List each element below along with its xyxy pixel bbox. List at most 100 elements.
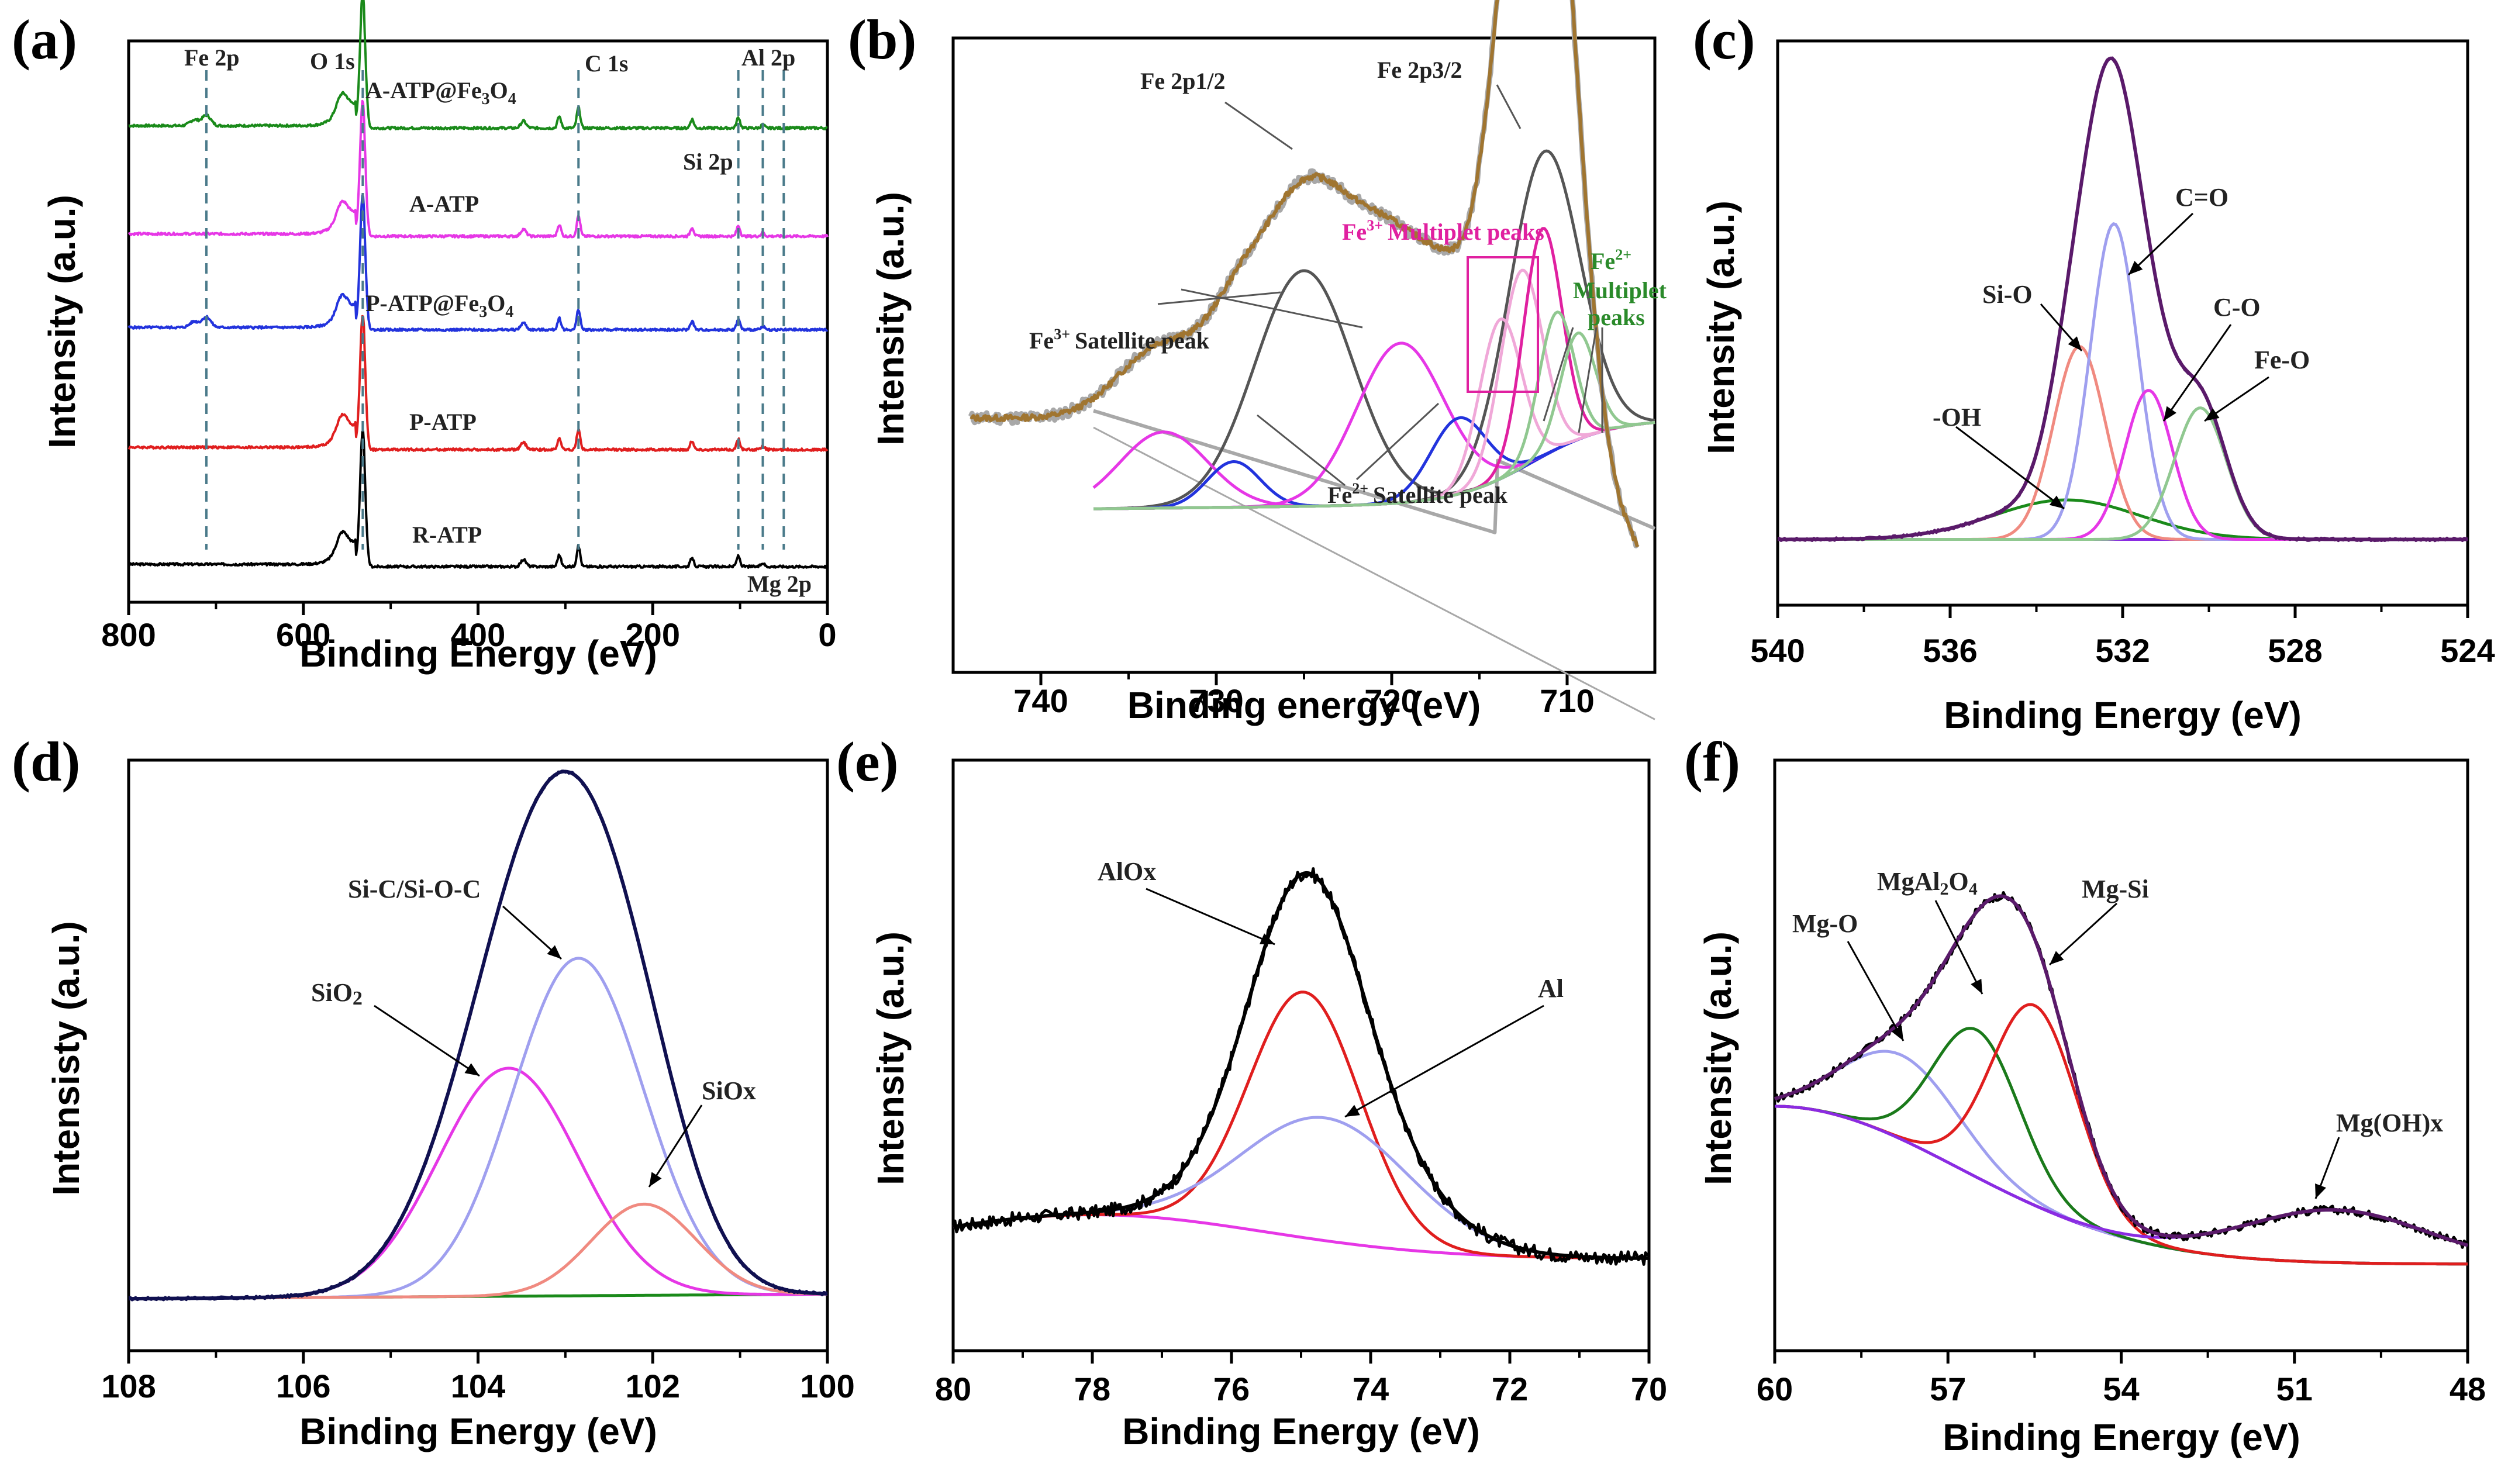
- panel-d-ylabel: Intensisty (a.u.): [45, 921, 87, 1195]
- component-fe3-multiplet-2: [1093, 268, 1655, 510]
- panel-f-ylabel: Intensity (a.u.): [1697, 931, 1739, 1185]
- label-fe2p12: Fe 2p1/2: [1140, 68, 1226, 94]
- annotation-arrow: [1847, 941, 1905, 1041]
- annotation-arrowhead: [2205, 408, 2220, 421]
- survey-line-p-atp-fe3o4: [127, 194, 829, 332]
- label-mg-oh: Mg(OH)x: [2336, 1109, 2443, 1137]
- label-mg2p: Mg 2p: [747, 571, 812, 597]
- x-tick-label: 720: [1364, 682, 1419, 719]
- annotation-arrow: [648, 1105, 703, 1188]
- x-tick-label: 536: [1923, 632, 1977, 669]
- x-tick-label: 78: [1074, 1371, 1110, 1407]
- annotation-arrowhead: [2315, 1183, 2326, 1199]
- panel-e-label: (e): [836, 730, 899, 793]
- annotation-arrow: [1181, 288, 1363, 329]
- x-tick-label: 57: [1930, 1371, 1966, 1407]
- x-tick-label: 72: [1492, 1371, 1528, 1407]
- component-mgal2o4: [1775, 1027, 2468, 1266]
- label-mg-o: Mg-O: [1792, 909, 1858, 938]
- shirley-background: [1093, 409, 1656, 534]
- panel-d-ticks: 108 106 104 102 100: [101, 1351, 855, 1404]
- component-fe2-multiplet-2: [1093, 332, 1655, 510]
- label-o1s: O 1s: [310, 48, 355, 74]
- panel-a-curves: [127, 0, 829, 569]
- annotation-arrowhead: [1260, 933, 1275, 944]
- annotation-arrow: [2127, 212, 2194, 276]
- panel-f-label: (f): [1684, 730, 1740, 793]
- x-tick-label: 76: [1213, 1371, 1250, 1407]
- label-sio2: SiO2: [311, 978, 363, 1009]
- x-tick-label: 108: [101, 1368, 156, 1404]
- panel-d-curves: [128, 769, 828, 1302]
- panel-f: (f) 60 57 54 51 48 Binding Energy (eV) Inten…: [1684, 730, 2486, 1458]
- panel-c-xlabel: Binding Energy (eV): [1944, 694, 2302, 736]
- panel-c-ylabel: Intensity (a.u.): [1700, 201, 1742, 454]
- x-tick-label: 80: [935, 1371, 971, 1407]
- annotation-arrowhead: [2068, 336, 2082, 351]
- panel-a-xlabel: Binding Energy (eV): [299, 633, 657, 675]
- x-tick-label: 51: [2276, 1371, 2313, 1407]
- label-fe2-multiplet-peaks: peaks: [1588, 304, 1645, 330]
- survey-line-a-atp-fe3o4: [128, 0, 828, 130]
- x-tick-label: 102: [626, 1368, 680, 1404]
- fit-envelope-line: [129, 769, 827, 1301]
- annotation-arrow: [2162, 324, 2232, 422]
- x-tick-label: 524: [2440, 632, 2495, 669]
- x-tick-label: 74: [1353, 1371, 1389, 1407]
- panel-b-xlabel: Binding energy (eV): [1127, 684, 1481, 726]
- panel-f-ticks: 60 57 54 51 48: [1757, 1351, 2486, 1407]
- x-tick-label: 740: [1013, 682, 1068, 719]
- label-al2p: Al 2p: [741, 44, 795, 71]
- label-p-atp: P-ATP: [409, 409, 477, 435]
- panel-e-frame: [951, 758, 1651, 1352]
- annotation-arrowhead: [2164, 406, 2176, 421]
- panel-d-label: (d): [12, 730, 80, 793]
- component-si-c-si-o-c: [129, 957, 828, 1300]
- fit-envelope-line: [1777, 56, 2468, 541]
- label-mg-si: Mg-Si: [2082, 875, 2149, 903]
- annotation-arrowhead: [1345, 1105, 1360, 1117]
- annotation-arrow: [1355, 402, 1440, 481]
- panel-c-label: (c): [1693, 8, 1755, 71]
- panel-b-frame: [951, 36, 1657, 674]
- label-fe2p32: Fe 2p3/2: [1377, 57, 1462, 83]
- x-tick-label: 532: [2095, 632, 2150, 669]
- label-c-dbl-o: C=O: [2175, 183, 2228, 212]
- label-si2p: Si 2p: [683, 149, 733, 175]
- label-fe2p: Fe 2p: [184, 44, 239, 71]
- annotation-arrow: [1146, 888, 1275, 945]
- annotation-arrow: [1224, 101, 1293, 150]
- x-tick-label: 730: [1189, 682, 1243, 719]
- panel-f-curves: [1774, 891, 2468, 1266]
- panel-d: (d) 108 106 104 102 100 Binding Energy (eV) …: [12, 730, 855, 1452]
- annotation-arrowhead: [649, 1172, 662, 1187]
- annotation-arrow: [1934, 900, 1983, 995]
- label-mgal2o4: MgAl2O4: [1877, 867, 1978, 899]
- label-p-atp-fe3o4: P-ATP@Fe3O4: [365, 290, 513, 321]
- component--oh: [1778, 498, 2468, 541]
- panel-e-curves: [953, 867, 1650, 1266]
- x-tick-label: 104: [451, 1368, 505, 1404]
- panel-c-ticks: 540 536 532 528 524: [1750, 605, 2495, 669]
- annotation-arrow: [374, 1005, 480, 1077]
- label-fe2-multiplet: Fe2+: [1591, 246, 1631, 274]
- x-tick-label: 54: [2103, 1371, 2139, 1407]
- x-tick-label: 48: [2450, 1371, 2486, 1407]
- component-fe-o: [1778, 406, 2468, 541]
- x-tick-label: 400: [451, 616, 505, 653]
- annotation-arrowhead: [1971, 979, 1982, 994]
- panel-b-curves: [968, 0, 1656, 720]
- panel-e-xlabel: Binding Energy (eV): [1122, 1410, 1480, 1452]
- background-line-upper: [1093, 426, 1655, 720]
- panel-b-ticks: 740 730 720 710: [1013, 672, 1595, 719]
- x-tick-label: 600: [276, 616, 330, 653]
- survey-line-p-atp: [127, 315, 829, 452]
- panel-b-ylabel: Intensity (a.u.): [870, 192, 912, 446]
- x-tick-label: 0: [818, 616, 836, 653]
- annotation-arrowhead: [2050, 951, 2064, 965]
- panel-f-xlabel: Binding Energy (eV): [1943, 1416, 2300, 1458]
- fit-envelope-line: [953, 871, 1649, 1260]
- fit-envelope-line: [970, 0, 1639, 548]
- label-si-c: Si-C/Si-O-C: [348, 875, 481, 903]
- annotation-arrow: [1496, 84, 1522, 129]
